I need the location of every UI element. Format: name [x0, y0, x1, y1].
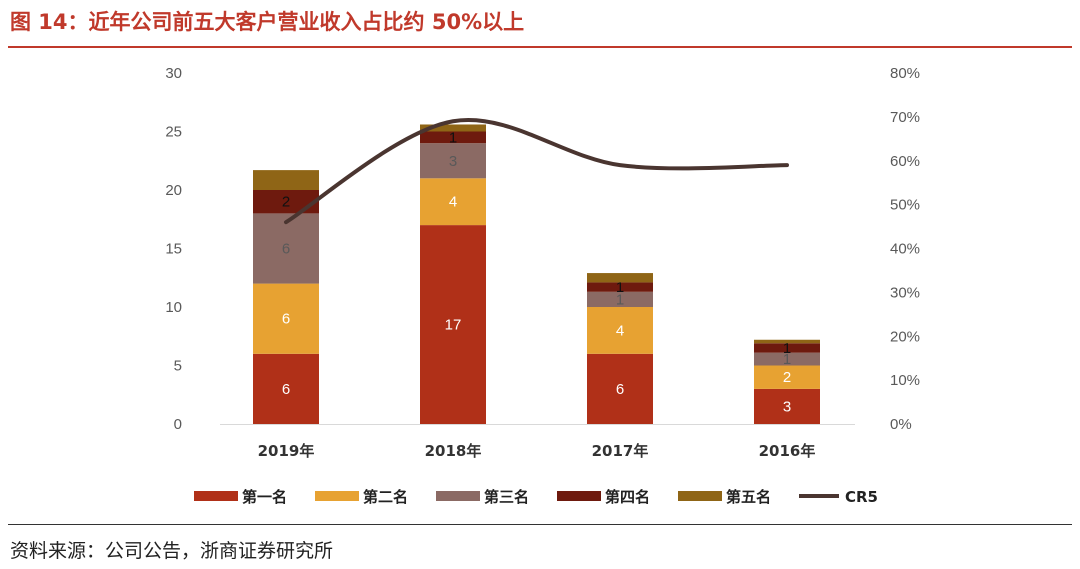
bar-segment: [253, 283, 319, 354]
figure-title: 图 14：近年公司前五大客户营业收入占比约 50%以上: [10, 10, 525, 34]
legend-swatch: [678, 491, 722, 501]
bar-segment: [587, 307, 653, 354]
legend-label: CR5: [845, 488, 878, 506]
bar-segment: [587, 291, 653, 307]
data-label: 6: [616, 381, 624, 398]
bar-segment: [253, 213, 319, 284]
legend-label: 第三名: [484, 488, 529, 506]
data-label: 6: [282, 241, 290, 258]
y-left-tick-label: 5: [174, 358, 182, 375]
legend-label: 第四名: [605, 488, 650, 506]
data-label: 2: [783, 369, 791, 386]
cr5-line: [284, 118, 789, 225]
data-label: 6: [282, 311, 290, 328]
x-category-label: 2016年: [759, 442, 816, 460]
bar-segment: [420, 143, 486, 179]
legend-swatch: [557, 491, 601, 501]
bar-segment: [754, 388, 820, 424]
legend-label: 第五名: [726, 488, 771, 506]
data-label: 2: [282, 194, 290, 211]
y-left-tick-label: 10: [165, 299, 182, 316]
data-label: 4: [616, 322, 624, 339]
bar-segment: [754, 352, 820, 366]
y-left-tick-label: 30: [165, 65, 182, 82]
bar-segment: [754, 343, 820, 353]
bar-segment: [253, 190, 319, 214]
data-label: 3: [449, 153, 457, 170]
bar-segment: [587, 273, 653, 283]
bar-segment: [420, 178, 486, 226]
y-right-tick-label: 40%: [890, 241, 920, 258]
y-right-tick-label: 60%: [890, 153, 920, 170]
data-label: 1: [616, 279, 624, 296]
data-label: 4: [449, 194, 457, 211]
bar-segment: [587, 353, 653, 424]
y-right-tick-label: 80%: [890, 65, 920, 82]
y-left-tick-label: 25: [165, 124, 182, 141]
y-right-tick-label: 30%: [890, 284, 920, 301]
x-category-label: 2019年: [258, 442, 315, 460]
bar-segment: [420, 131, 486, 144]
data-label: 1: [783, 351, 791, 368]
bar-segment: [754, 339, 820, 344]
legend-swatch: [436, 491, 480, 501]
y-left-tick-label: 0: [174, 416, 182, 433]
bar-segment: [253, 170, 319, 190]
legend-label: 第一名: [242, 488, 287, 506]
data-label: 3: [783, 398, 791, 415]
data-label: 1: [783, 340, 791, 357]
y-right-tick-label: 20%: [890, 328, 920, 345]
y-right-tick-label: 70%: [890, 109, 920, 126]
title-rule: [8, 46, 1072, 48]
legend-swatch: [315, 491, 359, 501]
data-label: 1: [616, 291, 624, 308]
legend-label: 第二名: [363, 488, 408, 506]
y-right-tick-label: 50%: [890, 197, 920, 214]
source-rule: [8, 524, 1072, 525]
y-left-tick-label: 20: [165, 182, 182, 199]
data-label: 6: [282, 381, 290, 398]
bar-segment: [754, 365, 820, 389]
bar-segment: [420, 225, 486, 424]
x-category-label: 2018年: [425, 442, 482, 460]
data-label: 1: [449, 129, 457, 146]
data-label: 17: [445, 317, 462, 334]
source-note: 资料来源：公司公告，浙商证券研究所: [10, 540, 334, 562]
bar-segment: [587, 282, 653, 292]
bar-segment: [253, 353, 319, 424]
bar-segment: [420, 124, 486, 132]
y-right-tick-label: 10%: [890, 372, 920, 389]
x-category-label: 2017年: [592, 442, 649, 460]
legend-swatch: [194, 491, 238, 501]
y-right-tick-label: 0%: [890, 416, 912, 433]
y-left-tick-label: 15: [165, 241, 182, 258]
